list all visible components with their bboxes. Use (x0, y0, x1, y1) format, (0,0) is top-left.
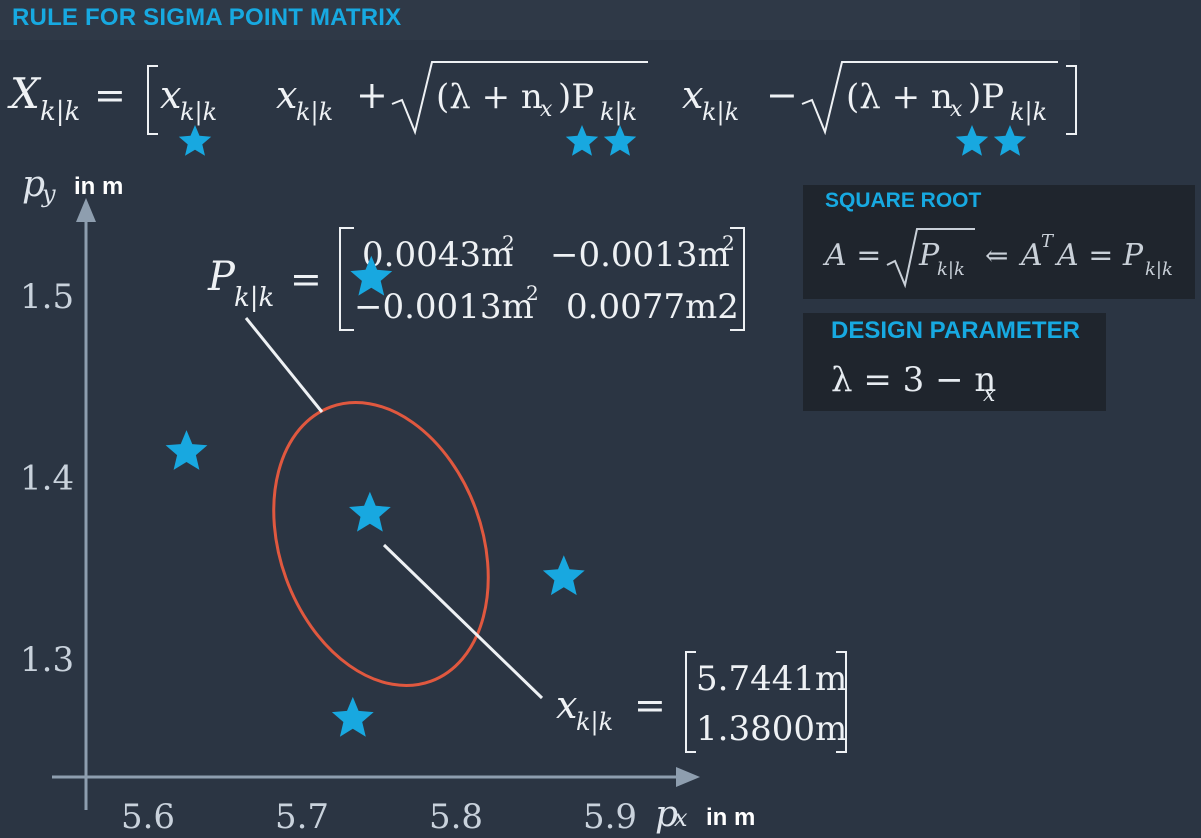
formula-term3-sub: k|k (702, 98, 739, 127)
formula-star (565, 125, 599, 156)
title-strip (0, 0, 1080, 40)
covariance-m11-sup: 2 (502, 231, 515, 255)
formula-sqrt1-nx-sub: x (540, 97, 553, 122)
covariance-matrix: P k|k = 0.0043m 2 −0.0013m 2 −0.0013m 2 … (207, 227, 745, 331)
y-axis-unit: in m (74, 173, 123, 200)
formula-sqrt2-lambda: (λ + n (846, 77, 953, 117)
covariance-lhs: P (207, 254, 236, 300)
design-formula: λ = 3 − n (831, 360, 996, 400)
sigma-point-star (331, 696, 374, 737)
state-left-bracket (685, 651, 696, 753)
y-tick-labels: 1.5 1.4 1.3 (20, 277, 74, 680)
covariance-pointer-line (244, 317, 324, 413)
covariance-left-bracket (339, 227, 354, 331)
formula-left-bracket (147, 65, 158, 135)
axes: p y in m p x in m (22, 164, 755, 835)
formula-sqrt2-close: )P (968, 77, 1004, 117)
formula-term2-sub: k|k (296, 98, 333, 127)
sqrt-box-arrow: ⇐ (985, 239, 1008, 272)
mean-pointer-line (382, 543, 544, 700)
covariance-m21: −0.0013m (354, 287, 534, 327)
state-v1: 5.7441m (696, 659, 847, 699)
square-root-formula: A = P k|k ⇐ A T A = P k|k (822, 228, 1173, 289)
sigma-point-star (349, 491, 391, 532)
formula-star (603, 125, 637, 156)
covariance-right-bracket (730, 227, 745, 331)
formula-sqrt1-lambda: (λ + n (436, 77, 543, 117)
covariance-m12-sup: 2 (722, 231, 735, 255)
sigma-points (165, 255, 585, 737)
formula-equals: = (94, 73, 126, 117)
formula-sqrt1 (391, 61, 648, 136)
sqrt-box-t-sup: T (1041, 231, 1055, 252)
covariance-m12: −0.0013m (550, 235, 730, 275)
sqrt-box-a-eq: A = (822, 238, 881, 273)
sqrt-box-p2-sub: k|k (1145, 259, 1173, 280)
formula-term1-sub: k|k (180, 98, 217, 127)
state-vector: x k|k = 5.7441m 1.3800m (556, 651, 847, 753)
formula-star (955, 125, 989, 156)
covariance-m11: 0.0043m (362, 235, 513, 275)
formula-sqrt2 (801, 61, 1058, 136)
formula-term3-x: x (682, 73, 703, 117)
state-lhs: x (556, 683, 577, 727)
sigma-point-formula: X k|k = x k|k x k|k + (λ + n x )P k|k x … (7, 61, 1077, 136)
formula-star (178, 125, 212, 156)
formula-term2-x: x (276, 73, 297, 117)
formula-lhs-sub: k|k (40, 97, 80, 127)
sigma-point-star (542, 555, 585, 596)
state-lhs-sub: k|k (576, 708, 613, 737)
formula-right-bracket (1066, 65, 1077, 135)
x-tick-label: 5.8 (429, 797, 483, 837)
x-axis-label-sub: x (674, 804, 688, 832)
covariance-m22: 0.0077m2 (566, 287, 739, 327)
formula-minus: − (766, 73, 798, 117)
x-tick-labels: 5.6 5.7 5.8 5.9 (121, 797, 637, 837)
design-formula-sub: x (983, 382, 996, 407)
formula-lhs: X (7, 69, 42, 118)
x-axis-label: p (655, 794, 678, 835)
formula-term1-x: x (160, 73, 181, 117)
x-tick-label: 5.9 (583, 797, 637, 837)
formula-sqrt1-sub: k|k (600, 98, 637, 127)
page-title: RULE FOR SIGMA POINT MATRIX (12, 4, 402, 31)
x-axis-unit: in m (706, 804, 755, 831)
design-parameter-title: DESIGN PARAMETER (831, 317, 1080, 344)
formula-sqrt1-close: )P (558, 77, 594, 117)
covariance-ellipse (272, 401, 490, 687)
sqrt-box-p-sub: k|k (937, 259, 965, 280)
covariance-equals: = (290, 257, 322, 301)
sqrt-box-radical (886, 228, 975, 289)
y-tick-label: 1.3 (20, 640, 74, 680)
covariance-lhs-sub: k|k (234, 283, 274, 313)
state-right-bracket (836, 651, 847, 753)
sqrt-box-a2: A = P (1054, 238, 1144, 273)
y-tick-label: 1.5 (20, 277, 74, 317)
sqrt-box-p: P (918, 238, 940, 273)
covariance-m21-sup: 2 (526, 281, 539, 305)
sqrt-box-ata: A (1018, 238, 1043, 273)
square-root-box: SQUARE ROOT A = P k|k ⇐ A T A = P k|k (803, 185, 1195, 299)
x-tick-label: 5.7 (275, 797, 329, 837)
design-parameter-box: DESIGN PARAMETER λ = 3 − n x (803, 313, 1106, 411)
formula-plus: + (356, 73, 388, 117)
formula-stars (178, 125, 1027, 156)
state-v2: 1.3800m (696, 709, 847, 749)
y-tick-label: 1.4 (20, 459, 74, 499)
sigma-point-star (165, 430, 208, 470)
formula-sqrt2-nx-sub: x (950, 97, 963, 122)
state-equals: = (634, 683, 666, 727)
square-root-title: SQUARE ROOT (825, 189, 982, 212)
y-axis-label-sub: y (41, 180, 56, 208)
y-axis-label: p (22, 164, 45, 205)
x-tick-label: 5.6 (121, 797, 175, 837)
formula-sqrt2-sub: k|k (1010, 98, 1047, 127)
x-axis-arrow (676, 767, 700, 787)
sigma-point-star (350, 255, 393, 296)
design-parameter-formula: λ = 3 − n x (831, 360, 996, 407)
formula-star (993, 125, 1027, 156)
y-axis-arrow (76, 198, 96, 222)
